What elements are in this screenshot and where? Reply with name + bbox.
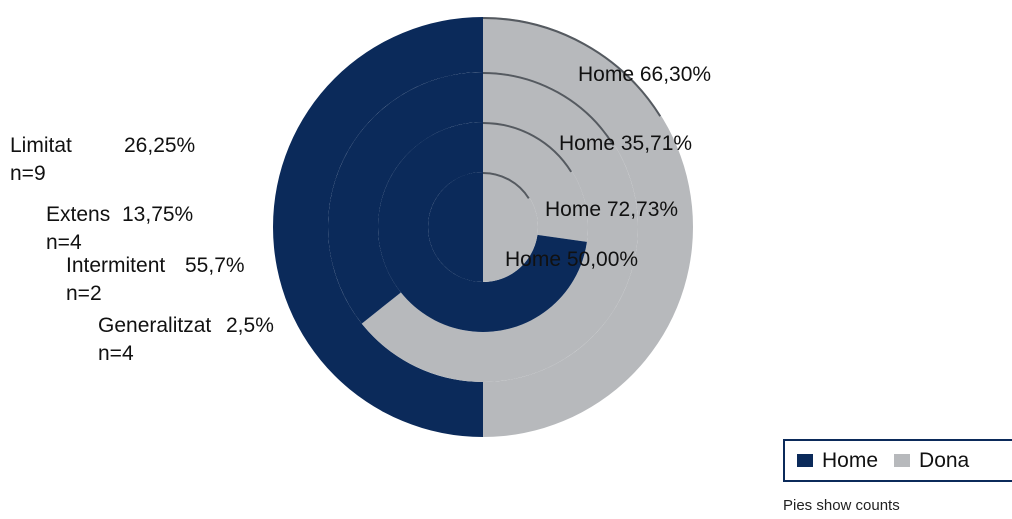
ring-edge-intermitent <box>482 122 573 173</box>
rings-layer <box>273 17 693 437</box>
category-label-extens: Extens <box>46 203 110 226</box>
ring-slice-dona-intermitent <box>483 122 588 242</box>
legend-item-dona: Dona <box>894 449 969 473</box>
ring-slice-dona-extens <box>361 72 638 383</box>
category-n-limitat: n=9 <box>10 162 46 185</box>
ring-edge-extens <box>482 72 615 146</box>
ring-slice-home-extens <box>327 72 483 324</box>
category-label-limitat: Limitat <box>10 134 72 157</box>
ring-slice-dona-limitat <box>483 17 693 437</box>
category-pct-limitat: 26,25% <box>124 134 195 157</box>
category-n-intermitent: n=2 <box>66 282 102 305</box>
legend-swatch-home <box>797 454 813 467</box>
ring-edge-generalitzat <box>482 172 530 199</box>
ring-slice-home-intermitent <box>378 122 587 332</box>
category-pct-extens: 13,75% <box>122 203 193 226</box>
category-pct-generalitzat: 2,5% <box>226 314 274 337</box>
category-label-intermitent: Intermitent <box>66 254 165 277</box>
home-label-ring-4: Home 50,00% <box>505 248 638 271</box>
legend-item-home: Home <box>797 449 878 473</box>
ring-slice-dona-generalitzat <box>483 172 538 282</box>
legend-label-home: Home <box>822 448 879 472</box>
home-label-ring-1: Home 66,30% <box>578 63 711 86</box>
category-label-generalitzat: Generalitzat <box>98 314 211 337</box>
category-pct-intermitent: 55,7% <box>185 254 245 277</box>
ring-slice-home-generalitzat <box>428 172 483 282</box>
ring-edge-limitat <box>482 17 662 117</box>
legend-label-dona: Dona <box>919 448 970 472</box>
home-label-ring-3: Home 72,73% <box>545 198 678 221</box>
chart-footnote: Pies show counts <box>783 497 900 514</box>
home-label-ring-2: Home 35,71% <box>559 132 692 155</box>
category-n-generalitzat: n=4 <box>98 342 134 365</box>
ring-slice-home-limitat <box>273 17 483 437</box>
category-n-extens: n=4 <box>46 231 82 254</box>
legend-swatch-dona <box>894 454 911 467</box>
legend: Home Dona <box>783 439 1012 482</box>
